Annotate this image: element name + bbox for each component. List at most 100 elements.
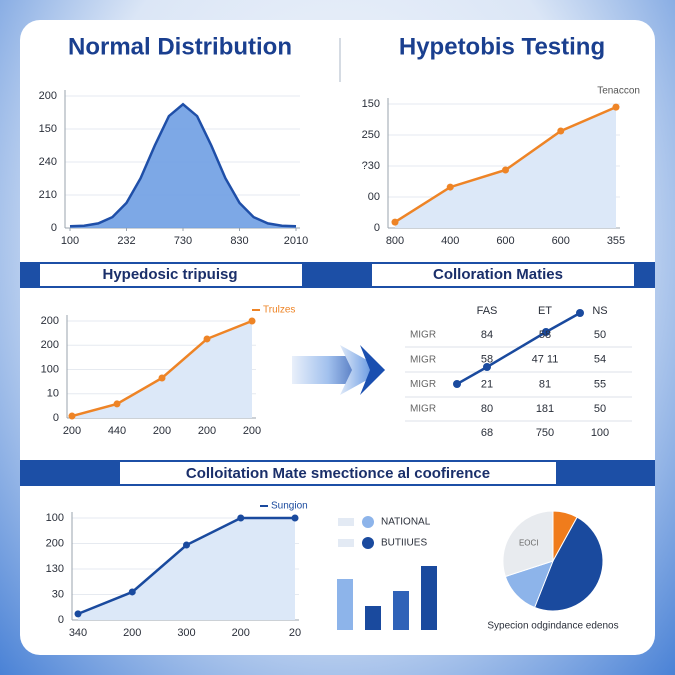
x-tick-label: 600: [552, 235, 570, 247]
point: [68, 412, 76, 420]
y-tick-label: 30: [52, 588, 64, 600]
x-tick-label: 200: [232, 627, 250, 639]
bar: [421, 566, 437, 630]
table-cell: 50: [594, 329, 606, 341]
point: [557, 127, 565, 135]
x-tick-label: 355: [607, 235, 625, 247]
y-tick-label: ?30: [362, 160, 380, 172]
table-cell: 181: [536, 403, 554, 415]
table-cell: 50: [594, 403, 606, 415]
row-label: MIGR: [410, 379, 436, 390]
x-tick-label: 300: [177, 627, 195, 639]
chart-title: Hypetobis Testing: [399, 33, 605, 60]
x-tick-label: 730: [174, 235, 192, 247]
table-cell: 47 11: [532, 354, 559, 366]
arrow: [292, 345, 385, 395]
point: [248, 317, 256, 325]
y-tick-label: 200: [46, 537, 64, 549]
table-cell: 55: [594, 378, 606, 390]
bar: [337, 579, 353, 630]
x-tick-label: 20: [289, 627, 301, 639]
point: [158, 374, 166, 382]
x-tick-label: 2010: [284, 235, 308, 247]
point: [502, 166, 509, 174]
section-title: Colloitation Mate smectionce al coofiren…: [186, 465, 490, 482]
legend-label: Tenaccon: [597, 86, 640, 97]
pie-slice: [502, 510, 554, 578]
y-tick-label: 100: [46, 512, 64, 524]
bar: [365, 606, 381, 630]
banner-label-box: [120, 462, 556, 484]
table-footer: 100: [591, 427, 609, 439]
x-tick-label: 200: [153, 425, 171, 437]
row-label: MIGR: [410, 330, 436, 341]
legend-swatch: [362, 537, 374, 549]
y-tick-label: 130: [46, 563, 64, 575]
point: [183, 541, 190, 549]
y-tick-label: 150: [39, 123, 57, 135]
y-tick-label: 10: [47, 388, 59, 400]
legend-label: BUTIIUES: [381, 538, 427, 549]
x-tick-label: 340: [69, 627, 87, 639]
point: [203, 335, 211, 343]
y-tick-label: 0: [58, 614, 64, 626]
y-tick-label: 0: [51, 222, 57, 234]
table-cell: 81: [539, 378, 551, 390]
table-cell: 54: [594, 354, 606, 366]
y-tick-label: 200: [41, 339, 59, 351]
slice-label: EOCI: [519, 538, 539, 547]
line: [69, 102, 297, 228]
y-tick-label: 0: [374, 222, 380, 234]
table-overlay-line: [453, 309, 584, 388]
chart-caption: Sypecion odgindance edenos: [487, 621, 618, 632]
point: [391, 218, 399, 226]
area: [70, 104, 296, 228]
area: [395, 107, 616, 228]
x-tick-label: 830: [230, 235, 248, 247]
x-tick-label: 200: [63, 425, 81, 437]
table-cell: 21: [481, 378, 493, 390]
y-tick-label: 00: [368, 191, 380, 203]
table-lines: [405, 346, 632, 422]
legend-label: NATIONAL: [381, 517, 431, 528]
table-cell: 58: [539, 329, 551, 341]
point: [237, 514, 245, 522]
x-tick-label: 232: [117, 235, 135, 247]
y-tick-label: 0: [53, 412, 59, 424]
y-tick-label: 100: [41, 363, 59, 375]
table-title: Colloration Maties: [433, 266, 563, 283]
table-cell: 80: [481, 403, 493, 415]
point: [291, 514, 299, 522]
x-tick-label: 200: [243, 425, 261, 437]
y-tick-label: 250: [362, 129, 380, 141]
row-label: MIGR: [410, 354, 436, 365]
y-tick-label: 210: [39, 189, 57, 201]
column-header: ET: [538, 305, 552, 317]
area: [72, 321, 252, 418]
table-cell: 58: [481, 354, 493, 366]
y-tick-label: 200: [39, 90, 57, 102]
point: [74, 610, 82, 618]
point: [612, 103, 620, 111]
banner-label-box: [372, 264, 634, 286]
x-tick-label: 440: [108, 425, 126, 437]
point: [128, 588, 136, 596]
banner-label-box: [40, 264, 302, 286]
legend-swatch: [362, 516, 374, 528]
x-tick-label: 200: [198, 425, 216, 437]
bar: [393, 591, 409, 630]
table-cell: 84: [481, 329, 493, 341]
table-footer: 750: [536, 427, 554, 439]
x-tick-label: 100: [61, 235, 79, 247]
x-tick-label: 400: [441, 235, 459, 247]
column-header: NS: [592, 305, 607, 317]
point: [446, 183, 454, 191]
legend-label: Sungion: [271, 501, 308, 512]
x-tick-label: 200: [123, 627, 141, 639]
chart-title: Hypedosic tripuisg: [102, 266, 237, 283]
legend-bar: [338, 539, 354, 547]
column-header: FAS: [477, 305, 498, 317]
row-label: MIGR: [410, 404, 436, 415]
